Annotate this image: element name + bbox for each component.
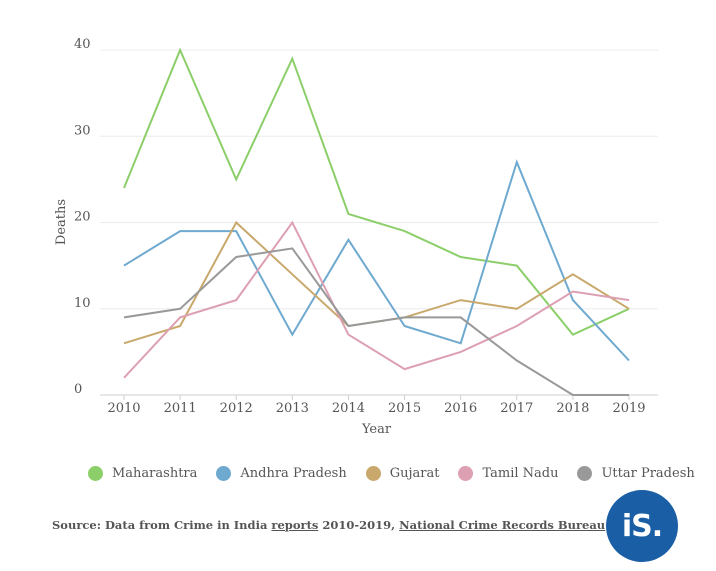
legend-label: Andhra Pradesh <box>240 466 347 481</box>
series-line-andhra-pradesh <box>123 159 630 362</box>
x-tick-label: 2013 <box>276 401 309 416</box>
x-axis-title: Year <box>361 422 392 437</box>
legend-label: Uttar Pradesh <box>601 466 695 481</box>
y-tick-label: 10 <box>74 296 91 311</box>
logo-badge: iS. <box>606 490 678 562</box>
x-tick-label: 2017 <box>500 401 533 416</box>
x-tick-label: 2019 <box>612 401 645 416</box>
x-tick-label: 2012 <box>220 401 253 416</box>
legend: Maharashtra Andhra Pradesh Gujarat Tamil Na… <box>88 466 714 481</box>
source-middle: 2010-2019, <box>318 518 400 532</box>
source-prefix: Source: Data from Crime in India <box>52 518 272 532</box>
series-line-maharashtra <box>123 47 630 336</box>
y-tick-label: 20 <box>74 210 91 225</box>
x-tick-label: 2011 <box>164 401 197 416</box>
x-axis-ticks: 2010 2011 2012 2013 2014 2015 2016 2017 2018 2019 <box>107 395 646 416</box>
logo-text: iS. <box>621 508 663 544</box>
legend-item-uttar-pradesh: Uttar Pradesh <box>577 466 695 481</box>
y-tick-label: 30 <box>74 123 91 138</box>
y-tick-label: 0 <box>74 382 82 397</box>
series-line-tamil-nadu <box>123 220 630 379</box>
y-tick-label: 40 <box>74 37 91 52</box>
x-tick-label: 2015 <box>388 401 421 416</box>
ncrb-link[interactable]: National Crime Records Bureau <box>399 518 606 532</box>
source-note: Source: Data from Crime in India reports… <box>52 518 605 532</box>
legend-swatch <box>458 466 474 481</box>
legend-item-tamil-nadu: Tamil Nadu <box>458 466 558 481</box>
legend-swatch <box>216 466 232 481</box>
legend-item-gujarat: Gujarat <box>365 466 440 481</box>
series-line-uttar-pradesh <box>123 247 629 396</box>
legend-swatch <box>88 466 103 481</box>
x-tick-label: 2018 <box>556 401 589 416</box>
series-lines <box>123 47 630 396</box>
legend-item-maharashtra: Maharashtra <box>88 466 197 481</box>
legend-swatch <box>365 466 381 481</box>
legend-item-andhra-pradesh: Andhra Pradesh <box>216 466 347 481</box>
legend-label: Tamil Nadu <box>482 466 559 481</box>
legend-label: Maharashtra <box>112 466 198 481</box>
y-axis-title: Deaths <box>54 199 69 245</box>
legend-swatch <box>577 466 593 481</box>
x-tick-label: 2010 <box>107 401 140 416</box>
y-axis-ticks: 0 10 20 30 40 <box>74 37 91 397</box>
x-tick-label: 2014 <box>332 401 365 416</box>
legend-label: Gujarat <box>389 466 440 481</box>
x-tick-label: 2016 <box>444 401 477 416</box>
reports-link[interactable]: reports <box>271 518 319 532</box>
